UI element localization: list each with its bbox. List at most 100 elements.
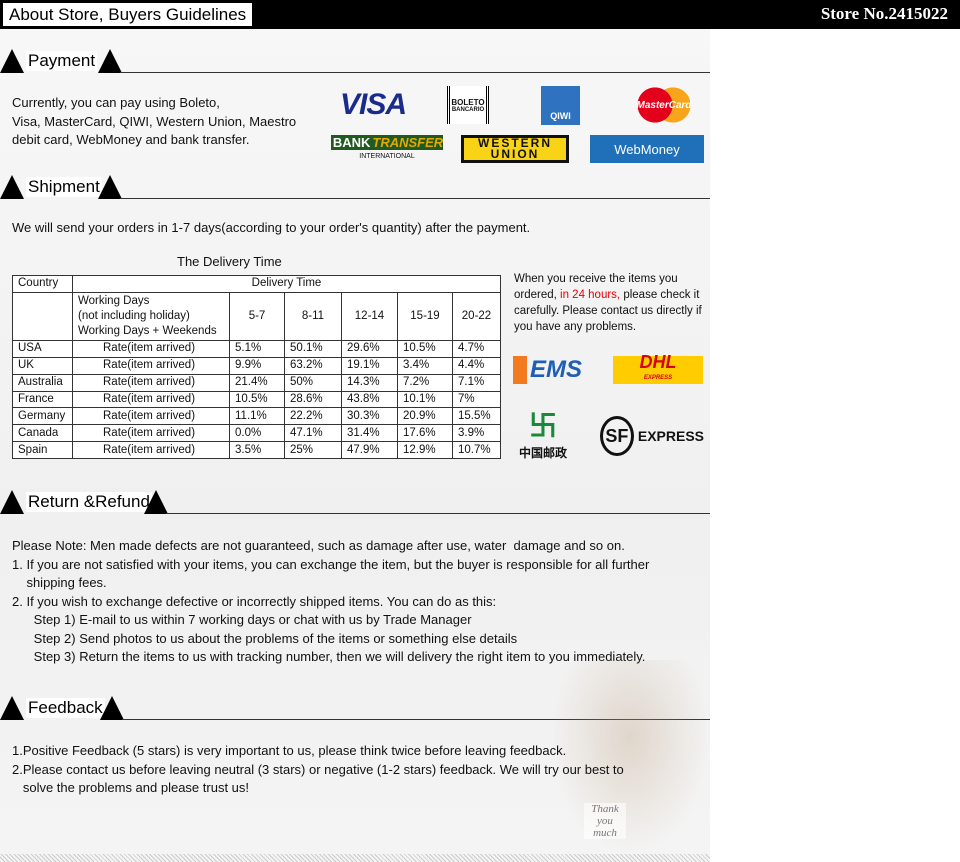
refund-line: shipping fees. <box>12 575 107 590</box>
china-post-logo: 卐中国邮政 <box>518 409 567 460</box>
section-title: Return &Refund <box>26 492 152 512</box>
refund-line: Please Note: Men made defects are not gu… <box>12 538 625 553</box>
webmoney-logo: WebMoney <box>590 135 704 163</box>
rate-cell: 10.5% <box>397 339 453 358</box>
rate-cell: 47.1% <box>284 424 342 443</box>
bank-transfer-logo: BANK TRANSFER INTERNATIONAL <box>330 135 444 160</box>
rate-cell: 17.6% <box>397 424 453 443</box>
table-row: UK Rate(item arrived) 9.9% 63.2% 19.1% 3.4% 4.… <box>12 356 501 375</box>
rate-cell: 4.7% <box>452 339 501 358</box>
rate-label: Rate(item arrived) <box>72 390 230 409</box>
country-cell: USA <box>12 339 73 358</box>
rate-label: Rate(item arrived) <box>72 339 230 358</box>
triangle-icon <box>98 175 122 199</box>
rate-cell: 12.9% <box>397 441 453 460</box>
country-cell: Canada <box>12 424 73 443</box>
table-row: USA Rate(item arrived) 5.1% 50.1% 29.6% 10.5%… <box>12 339 501 358</box>
rate-cell: 0.0% <box>229 424 285 443</box>
top-bar: About Store, Buyers Guidelines Store No.… <box>0 0 960 29</box>
rate-cell: 28.6% <box>284 390 342 409</box>
table-row: Australia Rate(item arrived) 21.4% 50% 14.3%… <box>12 373 501 392</box>
rate-cell: 50.1% <box>284 339 342 358</box>
rate-cell: 22.2% <box>284 407 342 426</box>
rate-cell: 9.9% <box>229 356 285 375</box>
feedback-line: 1.Positive Feedback (5 stars) is very im… <box>12 743 567 758</box>
country-cell: Australia <box>12 373 73 392</box>
rate-cell: 63.2% <box>284 356 342 375</box>
feedback-line: 2.Please contact us before leaving neutr… <box>12 761 624 777</box>
rate-cell: 7.2% <box>397 373 453 392</box>
feedback-line: solve the problems and please trust us! <box>12 780 250 795</box>
rate-cell: 50% <box>284 373 342 392</box>
rate-cell: 3.5% <box>229 441 285 460</box>
range-header: 12-14 <box>341 291 398 341</box>
refund-line: Step 1) E-mail to us within 7 working da… <box>12 612 472 627</box>
payment-line: debit card, WebMoney and bank transfer. <box>12 132 250 147</box>
range-header: 5-7 <box>229 291 285 341</box>
rate-cell: 47.9% <box>341 441 398 460</box>
delivery-man-image <box>550 660 710 855</box>
rate-label: Rate(item arrived) <box>72 441 230 460</box>
boleto-logo: BOLETO BANCARIO <box>447 86 489 124</box>
rate-cell: 31.4% <box>341 424 398 443</box>
divider <box>120 72 710 73</box>
triangle-icon <box>0 49 24 73</box>
section-title: Payment <box>26 51 98 71</box>
rate-cell: 10.1% <box>397 390 453 409</box>
country-cell: France <box>12 390 73 409</box>
section-header-shipment: Shipment <box>0 169 710 199</box>
delivery-header: Delivery Time <box>72 275 501 293</box>
delivery-time-table: Country Delivery Time Working Days (not in… <box>12 275 501 460</box>
sf-express-logo: SF EXPRESS <box>600 414 704 458</box>
rate-cell: 14.3% <box>341 373 398 392</box>
rate-cell: 3.4% <box>397 356 453 375</box>
table-title: The Delivery Time <box>177 254 282 269</box>
payment-line: Currently, you can pay using Boleto, <box>12 95 220 110</box>
rate-cell: 5.1% <box>229 339 285 358</box>
rate-label: Rate(item arrived) <box>72 407 230 426</box>
divider <box>120 198 710 199</box>
triangle-icon <box>0 696 24 720</box>
rate-label: Rate(item arrived) <box>72 373 230 392</box>
refund-line: Step 2) Send photos to us about the prob… <box>12 630 518 646</box>
sub-header: Working Days (not including holiday) Worki… <box>72 291 230 341</box>
rate-label: Rate(item arrived) <box>72 356 230 375</box>
rate-cell: 11.1% <box>229 407 285 426</box>
country-cell: Germany <box>12 407 73 426</box>
triangle-icon <box>98 49 122 73</box>
triangle-icon <box>0 490 24 514</box>
triangle-icon <box>0 175 24 199</box>
shipment-text: We will send your orders in 1-7 days(acc… <box>12 220 531 235</box>
rate-cell: 15.5% <box>452 407 501 426</box>
range-header: 8-11 <box>284 291 342 341</box>
western-union-logo: WESTERN UNION <box>461 135 569 163</box>
rate-cell: 7.1% <box>452 373 501 392</box>
refund-line: Step 3) Return the items to us with trac… <box>12 649 646 664</box>
bottom-border <box>0 854 710 862</box>
feedback-text: 1.Positive Feedback (5 stars) is very im… <box>12 742 624 798</box>
dhl-logo: DHL EXPRESS <box>613 353 703 384</box>
rate-cell: 21.4% <box>229 373 285 392</box>
section-header-return-refund: Return &Refund <box>0 484 710 514</box>
rate-cell: 10.5% <box>229 390 285 409</box>
inspection-note: When you receive the items you ordered, … <box>514 273 702 333</box>
ems-logo: EMS <box>513 356 585 384</box>
rate-label: Rate(item arrived) <box>72 424 230 443</box>
rate-cell: 10.7% <box>452 441 501 460</box>
country-header: Country <box>12 275 73 293</box>
refund-line: 1. If you are not satisfied with your it… <box>12 556 650 572</box>
table-row: Canada Rate(item arrived) 0.0% 47.1% 31.4% 17… <box>12 424 501 443</box>
section-title: Shipment <box>26 177 102 197</box>
table-row: Spain Rate(item arrived) 3.5% 25% 47.9% 12.9%… <box>12 441 501 460</box>
section-header-payment: Payment <box>0 43 710 73</box>
divider <box>122 719 710 720</box>
triangle-icon <box>144 490 168 514</box>
rate-cell: 29.6% <box>341 339 398 358</box>
range-header: 20-22 <box>452 291 501 341</box>
empty-cell <box>12 291 73 341</box>
section-header-feedback: Feedback <box>0 690 710 720</box>
page-title: About Store, Buyers Guidelines <box>2 2 254 27</box>
qiwi-logo: QIWI <box>541 86 580 125</box>
payment-text: Currently, you can pay using Boleto, Visa… <box>12 94 296 150</box>
rate-cell: 4.4% <box>452 356 501 375</box>
